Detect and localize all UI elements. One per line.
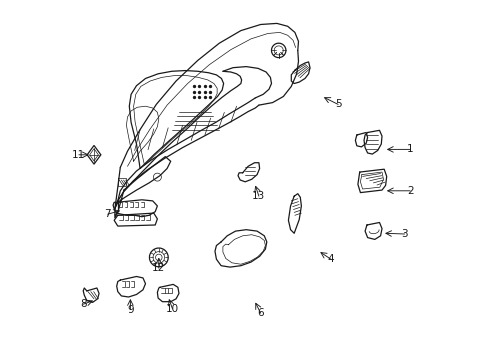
Text: 10: 10 — [165, 304, 179, 314]
Text: 1: 1 — [406, 144, 412, 154]
Text: 7: 7 — [104, 209, 111, 219]
Text: 9: 9 — [127, 305, 133, 315]
Text: 3: 3 — [401, 229, 407, 239]
Text: 6: 6 — [257, 308, 264, 318]
Text: 5: 5 — [334, 99, 341, 109]
Text: 11: 11 — [72, 150, 85, 160]
Text: 12: 12 — [152, 263, 165, 273]
Text: 8: 8 — [80, 299, 86, 309]
Text: 4: 4 — [327, 254, 333, 264]
Text: 13: 13 — [252, 191, 265, 201]
Text: 2: 2 — [406, 186, 412, 196]
